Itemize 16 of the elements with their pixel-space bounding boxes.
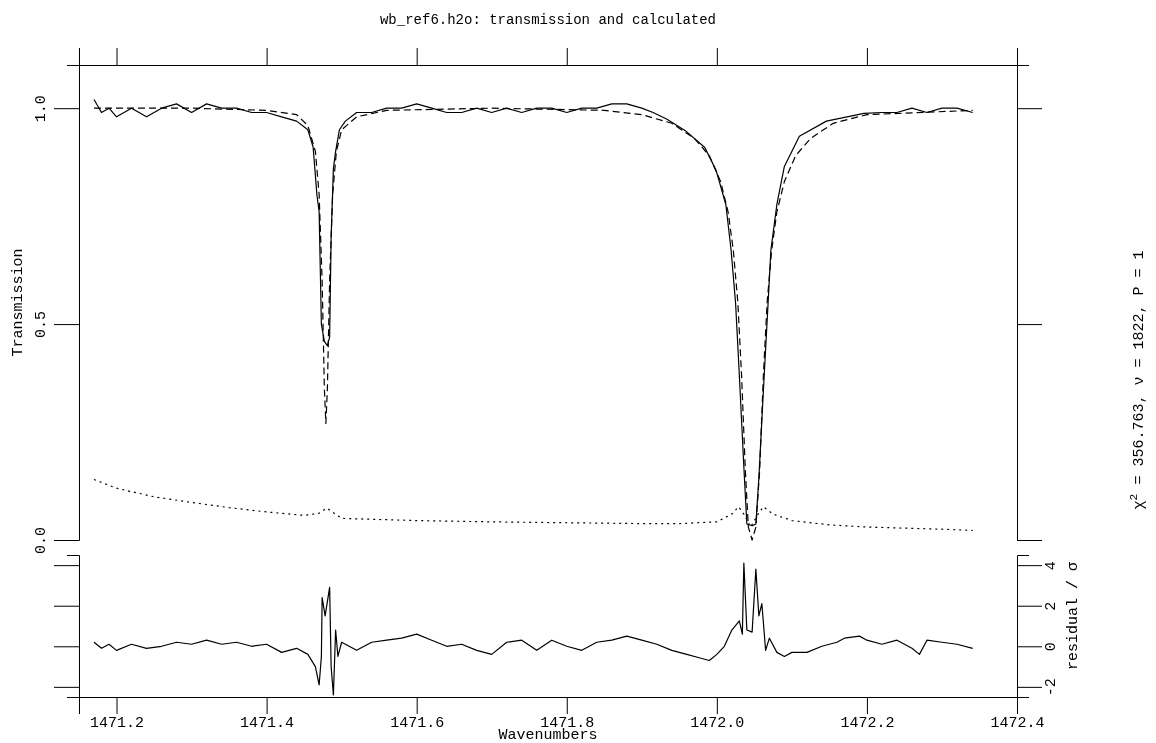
x-tick-label: 1471.4 xyxy=(240,715,295,732)
y-tick-label: 1.0 xyxy=(33,95,50,123)
x-tick-label: 1471.2 xyxy=(90,715,145,732)
x-tick-label: 1471.6 xyxy=(390,715,445,732)
chart-title: wb_ref6.h2o: transmission and calculated xyxy=(379,12,717,28)
y2-tick-label: -2 xyxy=(1042,678,1060,697)
y-axis-title: Transmission xyxy=(10,248,27,357)
y2-tick-label: 2 xyxy=(1042,601,1060,611)
y2-tick-label: 0 xyxy=(1042,642,1060,652)
x-tick-label: 1472.0 xyxy=(690,715,745,732)
x-tick-label: 1472.4 xyxy=(990,715,1045,732)
y2-tick-label: 4 xyxy=(1042,561,1060,571)
y-tick-label: 0.5 xyxy=(33,311,50,339)
x-tick-label: 1472.2 xyxy=(840,715,895,732)
y2-axis-title: residual / σ xyxy=(1065,561,1082,671)
y-tick-label: 0.0 xyxy=(33,526,50,555)
